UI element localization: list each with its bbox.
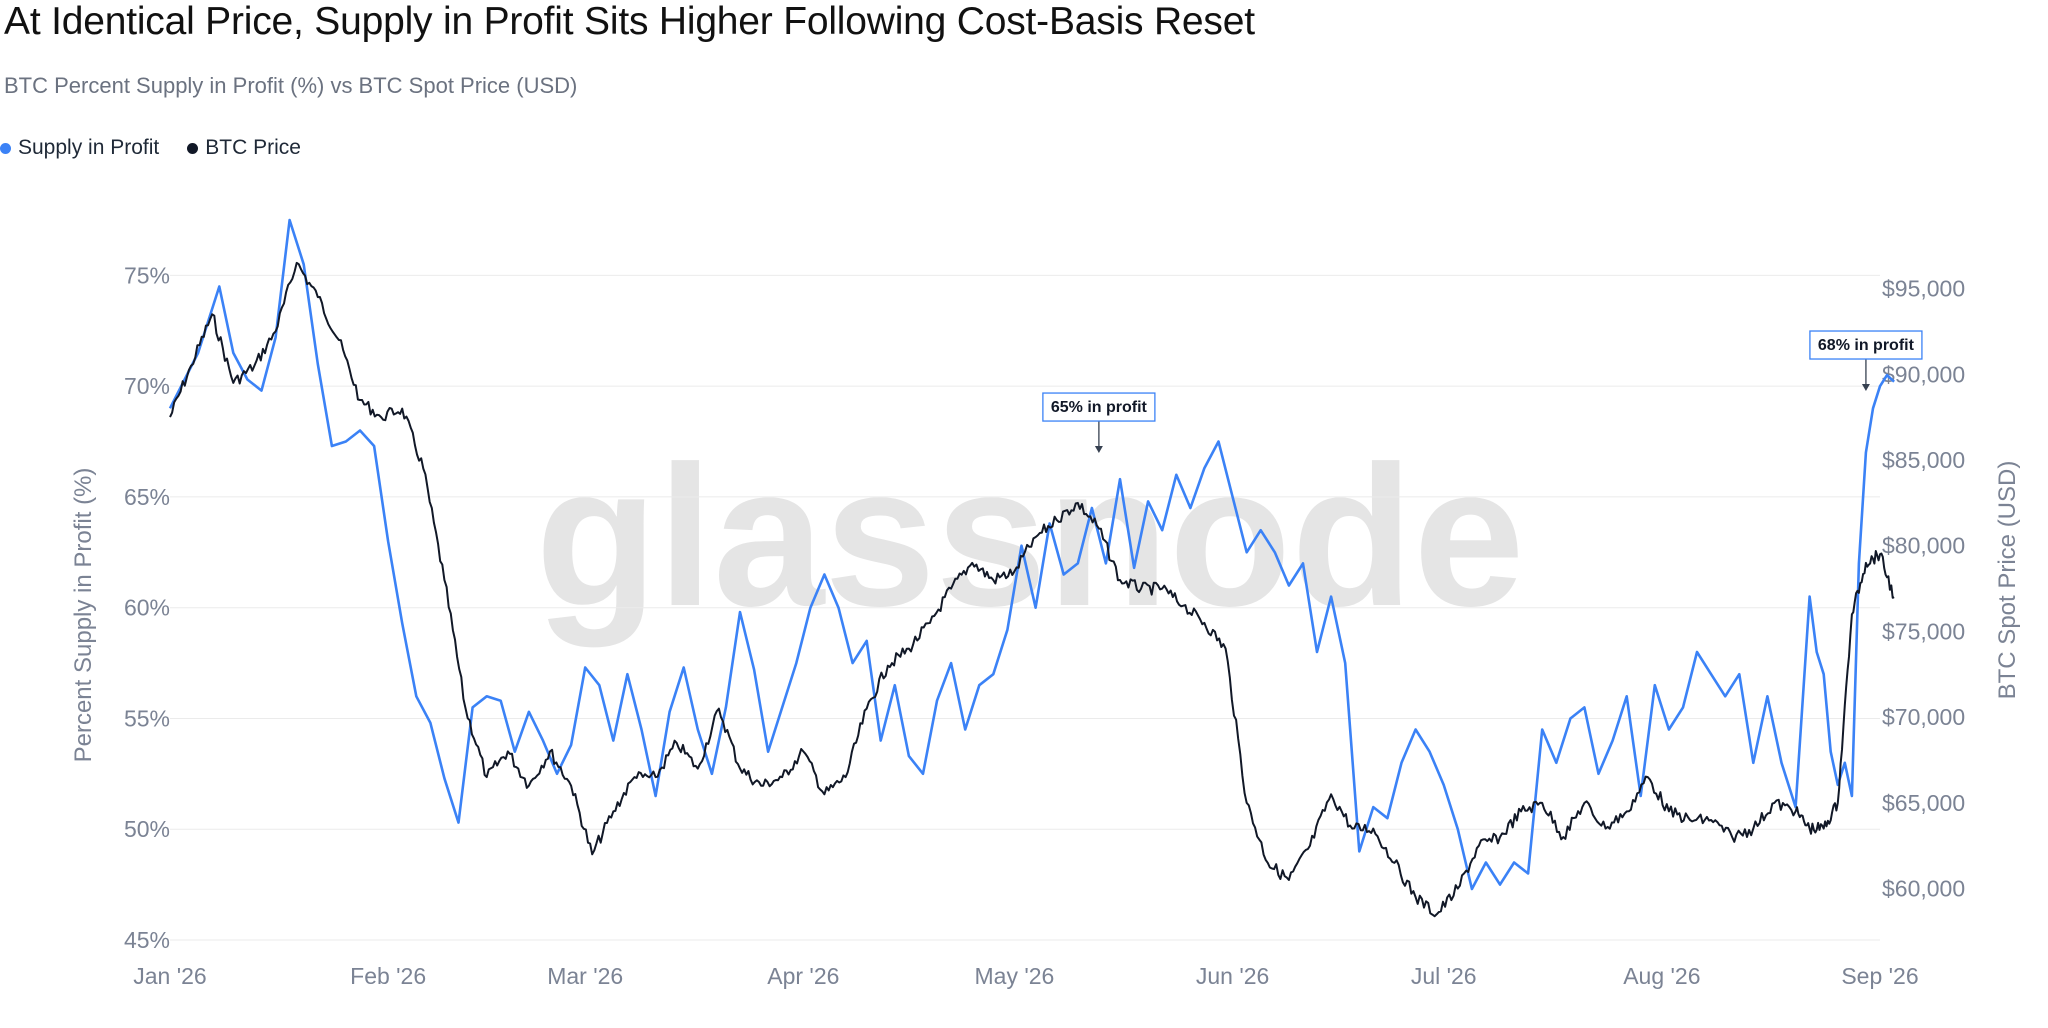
x-tick-label: Jul '26 xyxy=(1411,963,1477,989)
x-tick-label: May '26 xyxy=(975,963,1055,989)
annotation-label: 68% in profit xyxy=(1818,337,1915,354)
legend: Supply in Profit BTC Price xyxy=(0,136,329,160)
legend-label-supply-in-profit: Supply in Profit xyxy=(18,136,160,159)
legend-item-supply-in-profit[interactable]: Supply in Profit xyxy=(0,136,159,160)
y-right-tick-label: $70,000 xyxy=(1882,704,1965,730)
x-tick-label: Mar '26 xyxy=(547,963,623,989)
series-btc-price xyxy=(169,261,1895,918)
y-right-tick-label: $80,000 xyxy=(1882,533,1965,559)
legend-dot-supply-in-profit xyxy=(0,142,11,154)
legend-dot-btc-price xyxy=(187,142,199,154)
y-left-ticks: 45% 50% 55% 60% 65% 70% 75% xyxy=(124,262,170,953)
y-right-tick-label: $95,000 xyxy=(1882,276,1965,302)
y-left-tick-label: 75% xyxy=(124,262,170,288)
y-left-tick-label: 65% xyxy=(124,484,170,510)
series-supply-in-profit xyxy=(168,218,1895,891)
y-right-tick-label: $65,000 xyxy=(1882,790,1965,816)
annotation-arrowhead xyxy=(1094,446,1103,454)
watermark: glassnode xyxy=(535,425,1524,648)
y-left-tick-label: 70% xyxy=(124,373,170,399)
series-layer xyxy=(168,218,1895,918)
y-right-ticks: $60,000 $65,000 $70,000 $75,000 $80,000 $85,0… xyxy=(1882,276,1965,902)
annotation-label: 65% in profit xyxy=(1051,399,1148,416)
y-right-tick-label: $75,000 xyxy=(1882,618,1965,644)
annotation-callout: 68% in profit xyxy=(1809,330,1923,392)
annotation-layer: 65% in profit 68% in profit xyxy=(1042,330,1923,454)
legend-item-btc-price[interactable]: BTC Price xyxy=(187,136,301,160)
chart-subtitle: BTC Percent Supply in Profit (%) vs BTC … xyxy=(4,73,578,98)
chart-title: At Identical Price, Supply in Profit Sit… xyxy=(4,0,1255,43)
x-tick-label: Jun '26 xyxy=(1196,963,1269,989)
x-tick-label: Jan '26 xyxy=(133,963,206,989)
annotation-box xyxy=(1809,330,1923,360)
series-line xyxy=(169,261,1895,918)
annotation-box xyxy=(1042,392,1156,422)
x-tick-label: Sep '26 xyxy=(1841,963,1918,989)
y-left-tick-label: 50% xyxy=(124,816,170,842)
y-left-tick-label: 45% xyxy=(124,927,170,953)
grid-layer xyxy=(170,274,1880,941)
series-line xyxy=(168,218,1895,891)
x-tick-label: Aug '26 xyxy=(1623,963,1700,989)
legend-label-btc-price: BTC Price xyxy=(205,136,301,159)
y-right-tick-label: $90,000 xyxy=(1882,361,1965,387)
annotation-arrowhead xyxy=(1861,384,1870,392)
x-tick-label: Apr '26 xyxy=(767,963,839,989)
y-right-axis-title: BTC Spot Price (USD) xyxy=(1994,461,2021,700)
y-left-tick-label: 60% xyxy=(124,595,170,621)
y-right-tick-label: $85,000 xyxy=(1882,447,1965,473)
x-tick-label: Feb '26 xyxy=(350,963,426,989)
watermark-layer: glassnode xyxy=(535,425,1524,648)
y-right-tick-label: $60,000 xyxy=(1882,876,1965,902)
annotation-callout: 65% in profit xyxy=(1042,392,1156,454)
x-axis-ticks: Jan '26 Feb '26 Mar '26 Apr '26 May '26 Jun '… xyxy=(133,963,1918,989)
y-left-tick-label: 55% xyxy=(124,705,170,731)
y-left-axis-title: Percent Supply in Profit (%) xyxy=(70,468,97,763)
